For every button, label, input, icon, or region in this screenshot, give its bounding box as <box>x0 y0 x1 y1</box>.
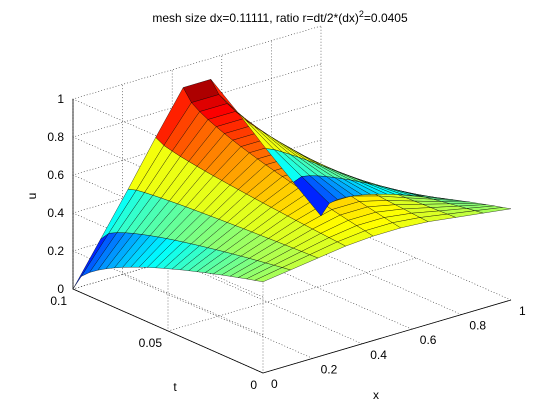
chart-title: mesh size dx=0.11111, ratio r=dt/2*(dx)2… <box>152 9 408 25</box>
x-axis-label: x <box>373 388 379 402</box>
axes-box <box>72 99 512 374</box>
x-tick-label: 0.2 <box>321 362 338 376</box>
x-tick-label: 1 <box>519 304 526 318</box>
surface <box>72 79 512 290</box>
x-axis-line <box>262 299 512 374</box>
gridline-x <box>320 26 512 301</box>
u-tick-label: 0.4 <box>47 206 64 220</box>
t-tick-label: 0.05 <box>139 336 163 350</box>
x-tick-label: 0 <box>271 377 278 391</box>
x-tick-label: 0.8 <box>469 319 486 333</box>
gridline-x <box>122 84 313 359</box>
t-axis-label: t <box>173 380 177 394</box>
t-tick-label: 0.1 <box>50 294 67 308</box>
t-axis-line <box>72 288 264 374</box>
t-tick-label: 0 <box>250 378 257 392</box>
u-tick-label: 1 <box>57 92 64 106</box>
u-axis-label: u <box>25 193 39 200</box>
u-tick-label: 0.2 <box>47 244 64 258</box>
surface-patch <box>475 207 512 214</box>
u-tick-label: 0 <box>57 282 64 296</box>
x-tick-label: 0.4 <box>370 348 387 362</box>
u-tick-label: 0.8 <box>47 130 64 144</box>
u-tick-label: 0.6 <box>47 168 64 182</box>
x-tick-label: 0.6 <box>420 333 437 347</box>
